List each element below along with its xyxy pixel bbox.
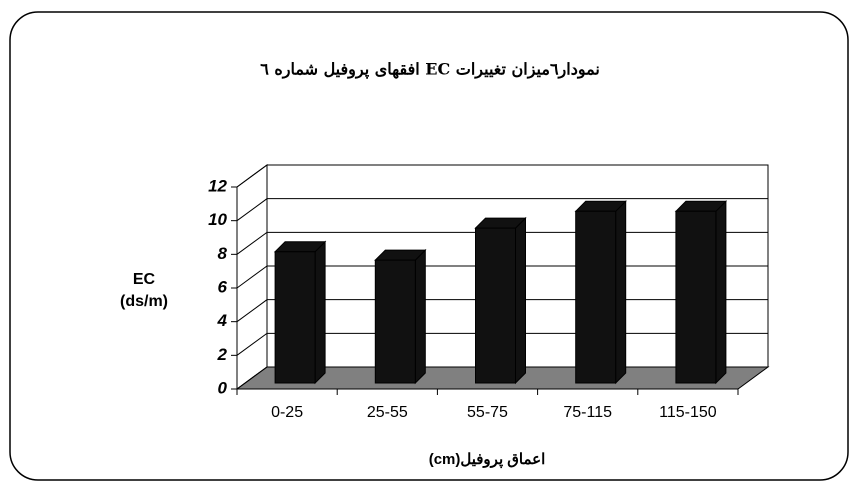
x-tick-label: 75-115 <box>563 404 612 421</box>
y-tick-label: 6 <box>218 277 228 296</box>
grid-line <box>236 198 768 222</box>
bar <box>574 200 627 385</box>
bar-front <box>675 210 717 384</box>
bar <box>374 248 427 385</box>
x-tick-label: 55-75 <box>467 404 508 421</box>
bar-side <box>715 200 727 385</box>
x-tick-label: 0-25 <box>271 404 303 421</box>
y-tick-label: 12 <box>208 176 227 195</box>
bar <box>273 240 327 385</box>
y-axis-label: (ds/m) <box>120 293 168 310</box>
y-tick-label: 0 <box>218 378 228 397</box>
chart-title: نمودار٦میزان تغییرات EC افقهای پروفیل شم… <box>260 60 600 80</box>
bar <box>474 216 527 385</box>
x-axis-label: اعماق پروفیل(cm) <box>429 451 546 469</box>
y-tick-label: 2 <box>217 345 228 364</box>
bar-front <box>575 210 617 384</box>
bar-side <box>414 248 426 385</box>
bar-side <box>515 216 526 385</box>
y-tick-label: 8 <box>218 244 228 263</box>
bar <box>674 200 728 385</box>
x-tick-label: 115-150 <box>659 404 717 421</box>
y-axis-label: EC <box>133 271 156 288</box>
bar-side <box>314 240 326 385</box>
bar-front <box>374 259 416 384</box>
bar-front <box>274 251 316 384</box>
grid-line <box>236 164 768 188</box>
y-tick-label: 10 <box>208 210 227 229</box>
y-tick-label: 4 <box>217 311 228 330</box>
bar-side <box>615 200 627 385</box>
bar-front <box>475 227 516 384</box>
x-tick-label: 25-55 <box>367 404 408 421</box>
